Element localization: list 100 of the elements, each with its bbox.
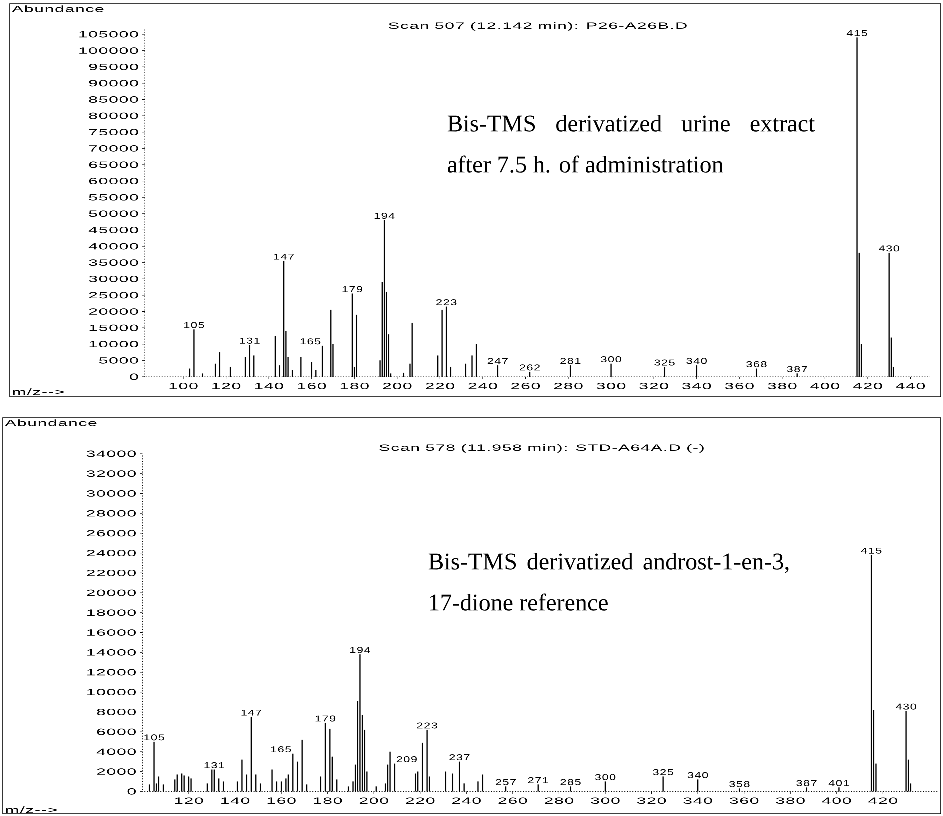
x-tick-label: 100 [170,383,198,390]
y-tick-label: 30000 [86,490,136,497]
y-tick-label: 65000 [89,162,138,168]
annotation: 430 [879,246,900,252]
x-tick-label: 160 [298,383,326,390]
x-tick-label: 260 [512,383,540,390]
annotation: 325 [653,769,674,776]
annotation: 179 [316,716,336,722]
y-tick-label: 30000 [89,276,138,282]
annotation: 194 [374,213,395,220]
y-tick-label: 80000 [89,112,138,120]
annotation: 262 [520,364,540,371]
annotation: 415 [846,30,868,36]
annotation: 223 [436,299,457,306]
x-tick-label: 180 [340,383,369,390]
annotation: 325 [654,360,675,366]
y-tick-label: 15000 [90,324,138,332]
x-tick-label: 300 [591,798,620,804]
x-tick-label: 240 [468,383,498,390]
y-tick-label: 0 [128,788,136,795]
y-tick-label: 6000 [97,728,136,736]
y-tick-label: 24000 [87,550,136,557]
annotation: 165 [300,338,321,345]
y-tick-label: 12000 [88,669,136,676]
y-tick-label: 85000 [89,96,138,103]
x-tick-label: 400 [822,798,852,804]
annotation: 209 [396,756,417,762]
x-tick-label: 140 [255,383,284,390]
x-tick-label: 380 [776,798,805,804]
y-tick-label: 2000 [97,768,136,776]
y-axis-title: Abundance [12,6,104,12]
annotation: 387 [787,366,808,372]
annotation: Bis-TMS derivatized urine extract after 7.5 h. of administration [448,114,816,173]
y-tick-label: 35000 [89,260,138,266]
annotation: 281 [560,358,581,364]
x-tick-label: 220 [406,798,435,804]
annotation: 430 [896,704,916,710]
y-tick-label: 105000 [80,31,138,38]
annotation: 237 [450,754,470,760]
annotation: 285 [560,779,581,786]
y-tick-label: 100000 [80,48,138,54]
y-tick-label: 55000 [89,194,138,201]
y-tick-label: 28000 [87,510,136,517]
x-tick-label: 280 [545,798,574,804]
x-tick-label: 440 [896,383,926,390]
y-tick-label: 10000 [90,341,138,348]
x-axis-title: m/z--> [13,388,64,396]
annotation: 415 [861,548,882,554]
x-tick-label: 340 [684,798,712,804]
annotation: Bis-TMS derivatized androst-1-en-3, 17-dione reference [428,552,789,611]
annotation: 401 [828,780,850,786]
chart-title: Scan 578 (11.958 min): STD-A64A.D (-) [380,444,704,453]
y-tick-label: 22000 [87,570,136,576]
x-tick-label: 120 [175,798,204,804]
chart-title: Scan 507 (12.142 min): P26-A26B.D [389,22,687,31]
y-tick-label: 25000 [89,292,138,299]
annotation: 340 [688,772,708,778]
annotation: 300 [601,356,622,363]
x-tick-label: 200 [360,798,388,804]
annotation: 105 [144,734,164,741]
x-tick-label: 300 [596,383,626,390]
y-tick-label: 18000 [88,610,136,616]
x-tick-label: 120 [212,383,241,390]
x-tick-label: 380 [768,383,797,390]
x-tick-label: 240 [452,798,481,804]
y-tick-label: 70000 [89,145,138,152]
y-tick-label: 4000 [96,748,136,756]
annotation: 165 [271,746,292,753]
annotation: 131 [240,338,260,344]
y-tick-label: 26000 [87,530,136,537]
x-tick-label: 220 [426,383,454,390]
annotation: 340 [686,358,707,364]
annotation: 271 [528,777,548,784]
annotation: 247 [488,358,508,364]
annotation: 358 [730,781,750,788]
annotation: 131 [204,762,224,768]
y-tick-label: 34000 [86,450,136,458]
y-tick-label: 50000 [89,210,138,218]
x-tick-label: 400 [810,383,840,390]
annotation: 387 [796,780,817,786]
x-tick-label: 360 [730,798,759,804]
x-tick-label: 260 [498,798,528,804]
annotation: 223 [417,722,438,729]
x-tick-label: 320 [637,798,666,804]
y-tick-label: 0 [130,374,138,380]
y-tick-label: 10000 [88,689,136,696]
y-tick-label: 40000 [88,243,138,250]
y-tick-label: 20000 [89,308,138,315]
y-tick-label: 5000 [99,357,138,364]
x-tick-label: 360 [725,383,754,390]
x-tick-label: 320 [640,383,668,390]
annotation: 105 [184,322,204,328]
x-tick-label: 280 [554,383,583,390]
annotation: 257 [496,779,516,786]
annotation: 300 [595,774,616,780]
y-tick-label: 45000 [88,227,138,234]
y-tick-label: 95000 [89,64,138,70]
x-axis-title: m/z--> [6,806,57,814]
x-tick-label: 340 [682,383,712,390]
x-tick-label: 140 [222,798,250,804]
